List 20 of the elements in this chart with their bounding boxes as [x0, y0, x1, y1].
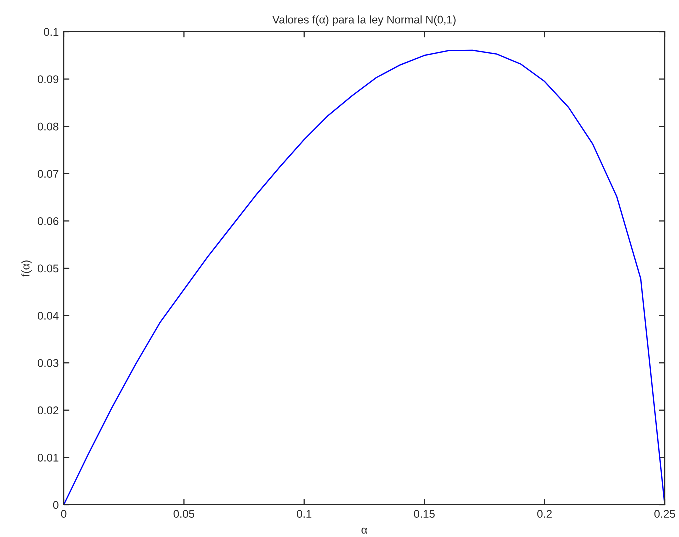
x-tick-label: 0.25: [654, 510, 676, 518]
y-tick-label: 0.04: [38, 312, 59, 320]
x-tick-label: 0.1: [297, 510, 312, 518]
y-tick-label: 0.02: [38, 406, 59, 415]
y-tick-label: 0.09: [38, 76, 59, 84]
y-tick-label: 0.05: [38, 264, 59, 273]
y-tick-label: 0.03: [38, 359, 59, 368]
y-tick-label: 0.08: [38, 122, 59, 131]
x-tick-label: 0.2: [538, 510, 552, 518]
x-tick-label: 0.15: [414, 510, 435, 518]
y-tick-label: 0.01: [38, 454, 59, 462]
y-tick-label: 0.07: [38, 170, 59, 178]
y-axis-title: f(α): [22, 260, 32, 277]
y-tick-label: 0.1: [44, 28, 59, 36]
y-tick-label: 0: [53, 501, 59, 510]
chart-title: Valores f(α) para la ley Normal N(0,1): [272, 16, 456, 26]
x-axis-title: α: [362, 528, 368, 534]
y-tick-label: 0.06: [38, 217, 59, 226]
x-tick-label: 0: [61, 510, 67, 518]
x-tick-label: 0.05: [174, 510, 195, 518]
